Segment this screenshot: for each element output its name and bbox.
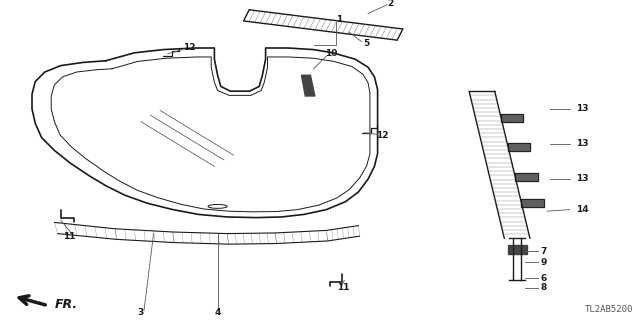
Text: 8: 8 <box>541 284 547 292</box>
Text: 6: 6 <box>541 274 547 283</box>
Text: TL2AB5200: TL2AB5200 <box>585 305 634 314</box>
Polygon shape <box>508 143 531 151</box>
Text: 12: 12 <box>376 131 389 140</box>
Text: 12: 12 <box>182 44 195 52</box>
Text: 14: 14 <box>576 205 589 214</box>
Text: 7: 7 <box>541 247 547 256</box>
Text: 11: 11 <box>337 283 349 292</box>
Text: 1: 1 <box>336 15 342 24</box>
Text: 4: 4 <box>214 308 221 317</box>
Text: 3: 3 <box>138 308 144 317</box>
Text: 5: 5 <box>363 39 369 48</box>
Text: 13: 13 <box>576 104 589 113</box>
Text: 10: 10 <box>325 49 338 58</box>
Text: 9: 9 <box>541 258 547 267</box>
Text: FR.: FR. <box>54 298 77 310</box>
Polygon shape <box>301 75 315 96</box>
Polygon shape <box>501 114 524 122</box>
Polygon shape <box>515 172 538 180</box>
Polygon shape <box>522 199 544 207</box>
Text: 13: 13 <box>576 174 589 183</box>
Text: 2: 2 <box>387 0 394 8</box>
Text: 11: 11 <box>63 232 76 241</box>
Text: 13: 13 <box>576 140 589 148</box>
Polygon shape <box>508 245 527 254</box>
